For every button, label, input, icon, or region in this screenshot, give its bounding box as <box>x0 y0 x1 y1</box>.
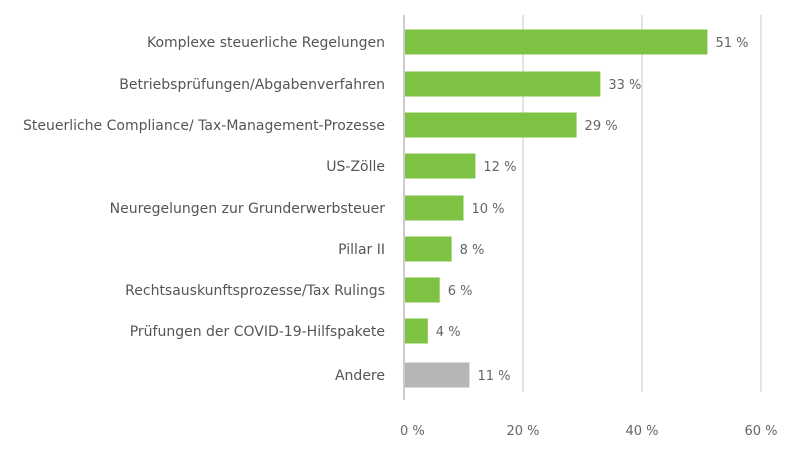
category-label: Andere <box>335 368 385 384</box>
category-label: Rechtsauskunftsprozesse/Tax Rulings <box>125 283 385 299</box>
bar <box>405 277 440 303</box>
data-label: 51 % <box>715 36 748 51</box>
category-label: Komplexe steuerliche Regelungen <box>147 35 385 51</box>
bar <box>405 362 470 388</box>
data-label: 29 % <box>585 119 618 134</box>
bar <box>405 236 452 262</box>
x-tick-label: 0 % <box>400 424 425 439</box>
category-label: Betriebsprüfungen/Abgabenverfahren <box>119 77 385 93</box>
category-label: Steuerliche Compliance/ Tax-Management-P… <box>23 118 385 134</box>
bar <box>405 195 464 221</box>
x-tick-label: 40 % <box>625 424 658 439</box>
bar <box>405 318 428 344</box>
data-label: 6 % <box>448 284 473 299</box>
category-label: Pillar II <box>338 242 385 258</box>
data-label: 12 % <box>483 160 516 175</box>
bar <box>405 71 601 97</box>
data-label: 8 % <box>460 243 485 258</box>
bar <box>405 153 476 179</box>
category-label: Neuregelungen zur Grunderwerbsteuer <box>110 201 386 217</box>
data-label: 11 % <box>477 369 510 384</box>
x-tick-label: 60 % <box>744 424 777 439</box>
category-label: US-Zölle <box>326 159 385 175</box>
category-label: Prüfungen der COVID-19-Hilfspakete <box>130 324 385 340</box>
data-label: 4 % <box>436 325 461 340</box>
x-tick-label: 20 % <box>506 424 539 439</box>
data-label: 10 % <box>472 202 505 217</box>
bar <box>405 29 708 55</box>
bar <box>405 112 577 138</box>
data-label: 33 % <box>608 78 641 93</box>
